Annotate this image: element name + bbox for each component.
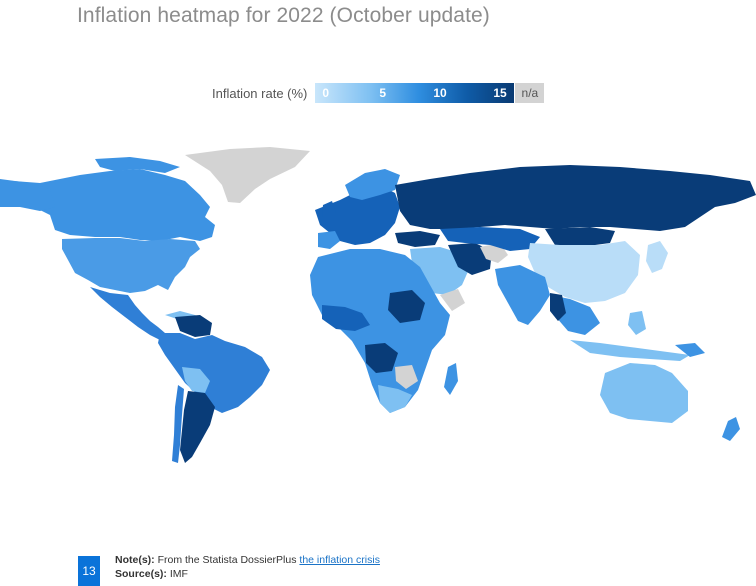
legend-tick: 5 (379, 86, 387, 100)
world-map (0, 147, 756, 463)
region-venezuela (175, 315, 212, 337)
region-turkey (395, 231, 440, 247)
legend: Inflation rate (%) 0 5 10 15 n/a (212, 83, 545, 103)
region-europe (315, 185, 400, 245)
region-russia (395, 165, 756, 231)
region-alaska (0, 179, 55, 211)
region-sahel (388, 290, 425, 323)
region-southern-africa (378, 385, 412, 413)
legend-tick: 15 (493, 86, 507, 100)
note-label: Note(s): (115, 554, 155, 566)
note-line: Note(s): From the Statista DossierPlus t… (115, 553, 380, 567)
region-india (495, 265, 550, 325)
region-east-africa-na (395, 365, 418, 389)
region-arctic-islands (95, 157, 180, 173)
region-scandinavia (345, 169, 400, 200)
legend-tick: 10 (433, 86, 447, 100)
region-iran (448, 243, 492, 275)
region-new-zealand (722, 417, 740, 441)
region-bolivia (182, 367, 210, 393)
region-japan (646, 241, 668, 273)
region-usa (62, 238, 200, 293)
region-iberia (318, 231, 340, 249)
region-west-africa (322, 305, 370, 331)
legend-label: Inflation rate (%) (212, 85, 308, 101)
region-central-asia (440, 227, 540, 251)
region-china (528, 241, 640, 303)
region-uk (322, 201, 336, 221)
region-myanmar (550, 293, 566, 321)
region-africa-north (310, 249, 450, 413)
region-argentina (180, 391, 215, 463)
legend-tick: 0 (322, 86, 330, 100)
region-indonesia (570, 340, 690, 361)
page-title: Inflation heatmap for 2022 (October upda… (77, 4, 490, 27)
region-central-africa (365, 343, 398, 373)
region-greenland (185, 147, 310, 203)
notes: Note(s): From the Statista DossierPlus t… (115, 553, 380, 581)
note-link[interactable]: the inflation crisis (299, 554, 380, 566)
region-mexico (90, 287, 170, 341)
source-text: IMF (169, 568, 188, 580)
region-canada (0, 169, 215, 241)
region-chile (172, 385, 184, 463)
source-line: Source(s): IMF (115, 567, 380, 581)
region-mongolia (545, 227, 615, 247)
legend-na: n/a (515, 83, 545, 103)
page-number: 13 (78, 556, 100, 586)
region-philippines (628, 311, 646, 335)
region-horn-na (440, 289, 465, 311)
region-south-america-north (158, 333, 270, 413)
region-australia (600, 363, 688, 423)
source-label: Source(s): (115, 568, 167, 580)
region-papua-new-guinea (675, 343, 705, 357)
note-text: From the Statista DossierPlus (157, 554, 297, 566)
region-madagascar (444, 363, 458, 395)
legend-color-scale: 0 5 10 15 (315, 83, 515, 103)
